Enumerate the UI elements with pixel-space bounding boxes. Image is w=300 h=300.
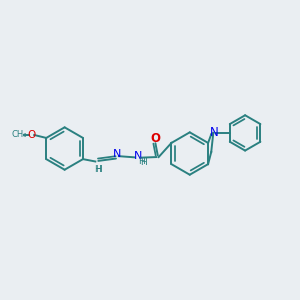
Text: O: O <box>28 130 36 140</box>
Text: N: N <box>113 149 121 159</box>
Text: N: N <box>210 126 219 140</box>
Text: O: O <box>150 132 161 145</box>
Text: CH₃: CH₃ <box>11 130 27 140</box>
Text: H: H <box>140 158 146 167</box>
Text: N: N <box>134 151 142 161</box>
Text: H: H <box>95 165 102 174</box>
Text: H: H <box>94 165 101 174</box>
Text: H: H <box>139 157 145 166</box>
